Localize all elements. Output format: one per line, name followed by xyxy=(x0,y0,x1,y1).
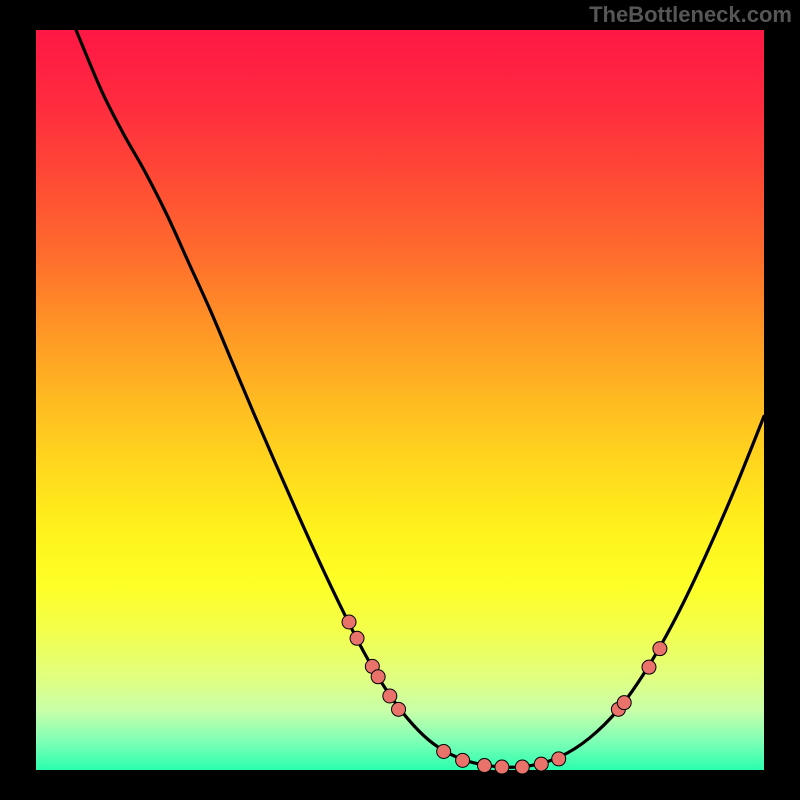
scatter-point xyxy=(617,696,631,710)
chart-stage: TheBottleneck.com xyxy=(0,0,800,800)
scatter-point xyxy=(534,757,548,771)
scatter-point xyxy=(392,702,406,716)
watermark-text: TheBottleneck.com xyxy=(589,2,792,28)
bottleneck-curve-chart xyxy=(0,0,800,800)
scatter-point xyxy=(653,642,667,656)
scatter-point xyxy=(383,689,397,703)
scatter-point xyxy=(371,670,385,684)
scatter-point xyxy=(515,760,529,774)
scatter-point xyxy=(477,759,491,773)
scatter-point xyxy=(642,660,656,674)
scatter-point xyxy=(552,752,566,766)
scatter-point xyxy=(456,753,470,767)
scatter-point xyxy=(350,631,364,645)
scatter-point xyxy=(495,760,509,774)
scatter-point xyxy=(437,745,451,759)
scatter-point xyxy=(342,615,356,629)
